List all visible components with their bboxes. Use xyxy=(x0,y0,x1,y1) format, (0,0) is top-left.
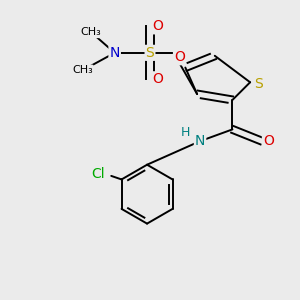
Text: N: N xyxy=(110,46,120,60)
Text: O: O xyxy=(152,19,163,33)
Text: CH₃: CH₃ xyxy=(81,27,101,37)
Text: N: N xyxy=(195,134,205,148)
Text: CH₃: CH₃ xyxy=(72,65,93,76)
Text: Cl: Cl xyxy=(91,167,105,181)
Text: H: H xyxy=(181,126,190,139)
Text: S: S xyxy=(254,77,263,91)
Text: S: S xyxy=(146,46,154,60)
Text: O: O xyxy=(152,72,163,86)
Text: O: O xyxy=(174,50,185,64)
Text: O: O xyxy=(263,134,274,148)
